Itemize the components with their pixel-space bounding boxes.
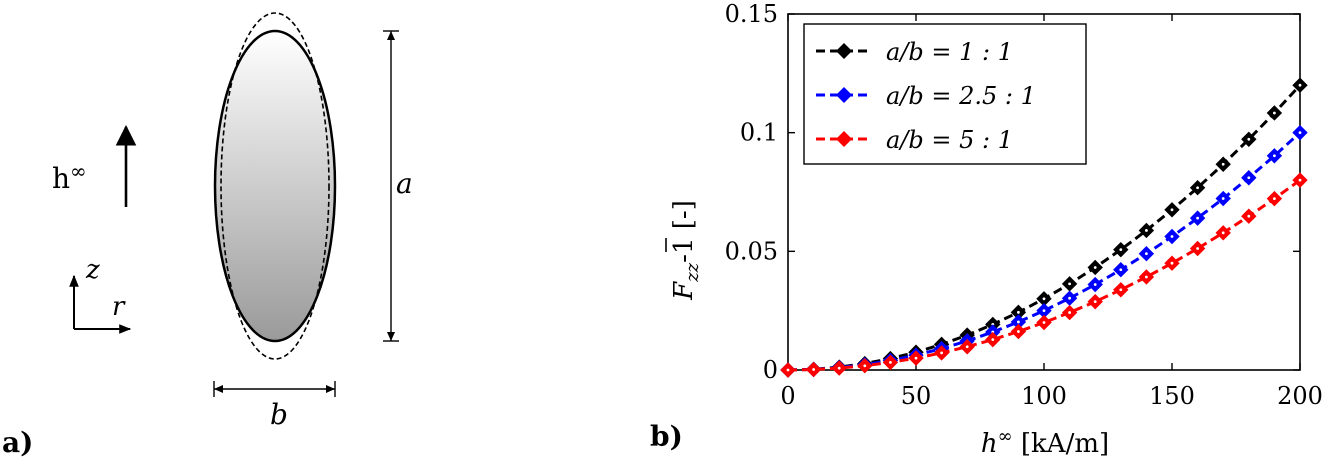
field-label: h∞ (52, 159, 87, 195)
axis-r-label: r (112, 292, 126, 322)
dimension-a-indicator (383, 30, 399, 342)
data-point-center (1196, 186, 1199, 190)
data-point-center (1068, 282, 1071, 286)
dimension-a-label: a (396, 167, 413, 200)
data-point-center (1247, 176, 1251, 180)
panel-b-chart: b) 0 50 100 150 200 0 0.05 0.1 0.15 Fzz-1 [-] h∞… (650, 0, 1323, 459)
data-point-center (1221, 231, 1225, 235)
data-point-center (1273, 154, 1276, 158)
data-point-center (1298, 83, 1302, 87)
data-point-center (1221, 162, 1225, 166)
data-point-center (1298, 178, 1302, 182)
data-point-center (1273, 197, 1276, 201)
panel-a-ellipsoid-diagram: a) h∞ z r a (2, 12, 413, 459)
data-point-center (1042, 321, 1046, 324)
legend-entry-1: a/b = 1 : 1 (816, 38, 1013, 66)
data-point-center (1196, 216, 1199, 220)
data-point-center (1017, 310, 1020, 314)
dimension-b-label: b (270, 398, 288, 431)
data-point-center (1093, 266, 1097, 269)
data-point-center (1247, 214, 1251, 218)
data-point-center (786, 368, 790, 372)
data-point-center (1042, 297, 1046, 301)
data-point-center (1119, 288, 1123, 292)
legend-label: a/b = 2.5 : 1 (886, 82, 1036, 110)
data-point-center (863, 364, 867, 368)
data-point-center (1042, 309, 1046, 313)
deformed-ellipsoid-outline (220, 12, 330, 360)
data-point-center (940, 351, 943, 355)
data-point-center (1093, 283, 1097, 286)
data-point-center (1221, 197, 1225, 200)
legend-label: a/b = 1 : 1 (886, 38, 1013, 66)
data-point-center (1145, 252, 1148, 256)
data-point-center (914, 356, 918, 360)
data-point-center (991, 338, 995, 342)
coordinate-axes-icon (69, 274, 132, 334)
x-tick-label: 100 (1021, 382, 1067, 410)
panel-b-label: b) (650, 420, 683, 453)
y-tick-label: 0 (763, 356, 778, 384)
legend: a/b = 1 : 1 a/b = 2.5 : 1 a/b = 5 : 1 (803, 23, 1087, 165)
data-point-center (812, 368, 815, 371)
axis-ticks: 0 50 100 150 200 0 0.05 0.1 0.15 (725, 0, 1323, 410)
data-point-center (1093, 300, 1097, 304)
data-point-center (889, 361, 892, 364)
legend-marker (836, 131, 852, 147)
y-tick-label: 0.05 (725, 237, 778, 265)
legend-label: a/b = 5 : 1 (886, 126, 1013, 154)
legend-entry-2: a/b = 2.5 : 1 (816, 82, 1036, 110)
legend-marker (836, 43, 852, 59)
data-point-center (837, 366, 841, 370)
legend-marker (836, 87, 852, 103)
data-point-center (1145, 275, 1148, 279)
series-layer (780, 77, 1308, 378)
data-point-center (1196, 247, 1199, 250)
data-point-center (1068, 296, 1071, 300)
x-axis-label: h∞ [kA/m] (981, 426, 1109, 459)
data-point-center (1170, 261, 1174, 265)
x-tick-label: 200 (1277, 382, 1323, 410)
y-tick-label: 0.15 (725, 0, 778, 28)
y-tick-label: 0.1 (740, 119, 778, 147)
data-point-center (1119, 268, 1123, 272)
data-point-center (1017, 320, 1020, 324)
ellipsoid-body (213, 29, 337, 343)
data-point-center (1273, 111, 1276, 115)
data-point-center (1017, 330, 1020, 333)
panel-a-label: a) (2, 426, 33, 459)
data-point-center (1068, 311, 1071, 314)
y-axis-label: Fzz-1 [-] (669, 200, 703, 301)
data-point-center (965, 345, 969, 349)
series-line (787, 178, 1301, 372)
data-point-center (1170, 235, 1174, 238)
legend-entry-3: a/b = 5 : 1 (816, 126, 1013, 154)
data-point-center (1247, 137, 1251, 141)
x-tick-label: 0 (780, 382, 795, 410)
data-point-center (1298, 131, 1302, 135)
series-3 (780, 172, 1308, 378)
data-point-center (1170, 208, 1174, 212)
data-point-center (1145, 229, 1148, 232)
data-point-center (1119, 248, 1123, 252)
x-tick-label: 150 (1149, 382, 1195, 410)
dimension-b-indicator (213, 381, 336, 397)
x-tick-label: 50 (901, 382, 932, 410)
axis-z-label: z (85, 255, 100, 285)
